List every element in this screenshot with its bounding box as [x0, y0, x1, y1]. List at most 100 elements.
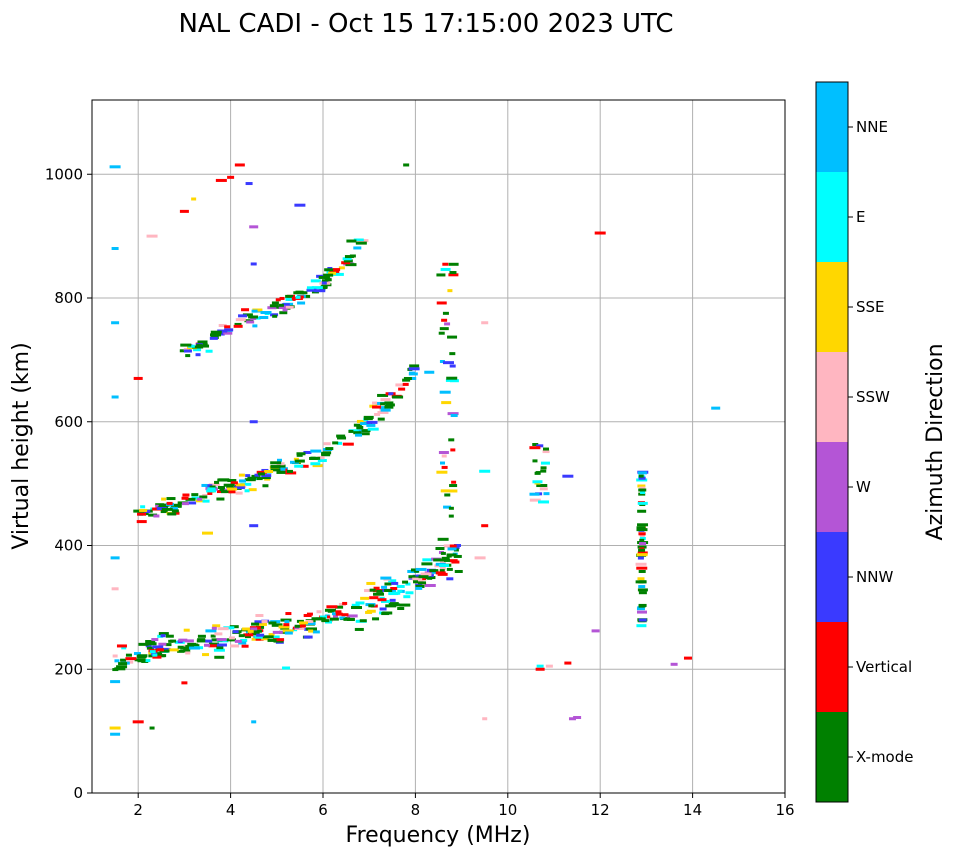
- echo-mark: [341, 613, 349, 617]
- echo-mark: [320, 615, 328, 619]
- echo-mark: [379, 607, 387, 611]
- echo-mark: [182, 493, 190, 497]
- echo-mark: [299, 624, 306, 628]
- echo-mark: [197, 340, 208, 344]
- echo-mark: [448, 273, 459, 277]
- echo-mark: [640, 491, 646, 495]
- echo-mark: [367, 427, 379, 431]
- echo-mark: [448, 262, 459, 266]
- echo-mark: [366, 420, 378, 424]
- echo-mark: [161, 507, 173, 511]
- echo-mark: [310, 456, 321, 460]
- echo-mark: [216, 646, 224, 650]
- echo-mark: [448, 506, 454, 510]
- echo-mark: [683, 656, 692, 660]
- echo-mark: [412, 577, 423, 581]
- echo-mark: [187, 501, 197, 505]
- echo-mark: [156, 648, 164, 652]
- echo-mark: [261, 474, 272, 478]
- echo-mark: [638, 618, 647, 622]
- colorbar-segment: [816, 262, 848, 352]
- echo-mark: [238, 314, 248, 318]
- echo-mark: [137, 659, 146, 663]
- echo-mark: [197, 634, 206, 638]
- echo-mark: [303, 635, 313, 639]
- echo-mark: [137, 654, 148, 658]
- echo-mark: [535, 667, 545, 671]
- echo-mark: [409, 364, 420, 368]
- echo-mark: [402, 382, 409, 386]
- colorbar-label: NNW: [856, 568, 893, 586]
- echo-mark: [540, 469, 547, 473]
- echo-mark: [594, 231, 606, 235]
- echo-mark: [409, 371, 416, 375]
- echo-mark: [338, 266, 345, 270]
- echo-mark: [238, 634, 245, 638]
- echo-mark: [110, 556, 120, 560]
- echo-mark: [353, 238, 364, 242]
- echo-mark: [157, 634, 164, 638]
- echo-mark: [268, 633, 275, 637]
- echo-mark: [272, 630, 283, 634]
- echo-mark: [447, 289, 453, 293]
- echo-mark: [278, 464, 286, 468]
- echo-mark: [111, 395, 119, 399]
- echo-mark: [217, 486, 225, 490]
- colorbar-frame: [815, 81, 849, 803]
- echo-mark: [120, 658, 127, 662]
- echo-mark: [314, 289, 326, 293]
- echo-mark: [442, 311, 449, 315]
- echo-mark: [235, 318, 246, 322]
- echo-mark: [240, 482, 252, 486]
- echo-mark: [639, 533, 645, 537]
- echo-mark: [438, 331, 445, 335]
- echo-mark: [638, 488, 647, 492]
- echo-mark: [433, 558, 445, 562]
- echo-mark: [268, 635, 280, 639]
- echo-mark: [481, 321, 489, 325]
- echo-mark: [290, 460, 300, 464]
- azimuth-colorbar: X-mode Vertical NNW W SSW SSE E NNE: [815, 81, 913, 803]
- echo-mark: [228, 636, 235, 640]
- echo-mark: [637, 551, 648, 555]
- echo-mark: [391, 591, 401, 595]
- y-axis-label: Virtual height (km): [9, 342, 34, 549]
- echo-mark: [226, 485, 234, 489]
- echo-mark: [637, 509, 647, 513]
- echo-mark: [224, 325, 231, 329]
- echo-mark: [125, 653, 132, 657]
- echo-mark: [443, 544, 450, 548]
- echo-mark: [184, 639, 194, 643]
- echo-mark: [111, 321, 120, 325]
- echo-mark: [450, 448, 456, 452]
- echo-mark: [247, 476, 257, 480]
- echo-mark: [369, 588, 376, 592]
- echo-mark: [110, 680, 121, 684]
- echo-mark: [137, 512, 147, 516]
- echo-mark: [271, 623, 282, 627]
- echo-mark: [224, 328, 234, 332]
- echo-mark: [187, 642, 197, 646]
- echo-mark: [439, 359, 445, 363]
- echo-mark: [254, 635, 263, 639]
- echo-mark: [154, 652, 163, 656]
- echo-mark: [296, 452, 306, 456]
- echo-mark: [429, 569, 439, 573]
- echo-mark: [403, 595, 411, 599]
- echo-mark: [441, 401, 452, 405]
- x-axis-label: Frequency (MHz): [346, 823, 531, 848]
- echo-mark: [191, 493, 199, 497]
- echo-mark: [637, 484, 646, 488]
- echo-mark: [638, 585, 646, 589]
- x-tick-label: 14: [683, 801, 702, 819]
- colorbar-label: SSE: [856, 298, 885, 316]
- echo-mark: [138, 642, 149, 646]
- echo-mark: [450, 414, 458, 418]
- echo-mark: [381, 612, 390, 616]
- echo-mark: [542, 450, 550, 454]
- echo-mark: [562, 474, 574, 478]
- echo-mark: [337, 436, 347, 440]
- echo-mark: [356, 426, 363, 430]
- echo-mark: [440, 461, 446, 465]
- echo-mark: [639, 538, 645, 542]
